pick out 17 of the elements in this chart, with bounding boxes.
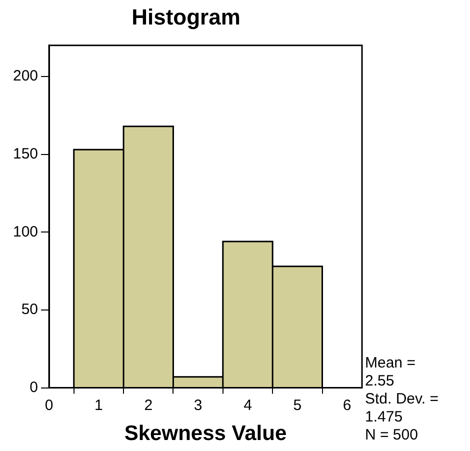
y-tick-label: 200 [12,68,38,85]
x-tick-label: 6 [342,396,352,414]
text: N = 500 [365,426,418,444]
y-tick-label: 0 [30,378,38,396]
y-tick-label: 50 [21,301,38,318]
chart-title: Histogram [132,4,240,30]
y-tick-label: 100 [12,223,38,240]
x-tick-label: 2 [144,396,153,414]
x-axis-title: Skewness Value [124,422,287,446]
x-tick-label: 3 [194,396,202,414]
x-tick-label: 4 [244,396,252,414]
y-tick-label: 150 [12,145,38,162]
text: Std. Dev. = 1.475 [365,390,439,426]
x-tick-label: 0 [44,396,54,414]
x-tick-label: 1 [94,396,103,414]
text: Mean = 2.55 [365,354,416,390]
x-tick-label: 5 [293,396,302,414]
